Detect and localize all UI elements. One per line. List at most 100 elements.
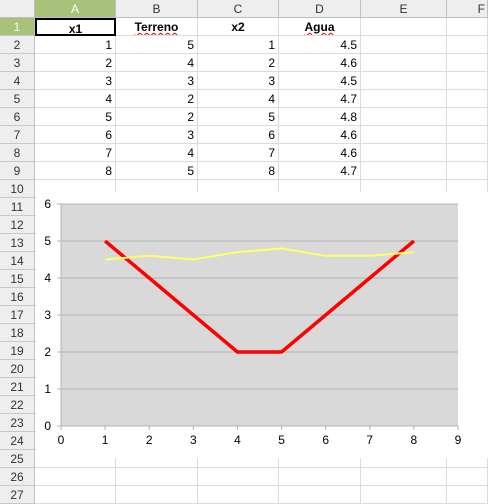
empty-cell[interactable] xyxy=(361,126,447,144)
table-cell[interactable]: 4.5 xyxy=(279,36,361,54)
empty-cell[interactable] xyxy=(447,162,488,180)
column-header-e[interactable]: E xyxy=(361,0,447,18)
empty-cell[interactable] xyxy=(447,54,488,72)
table-cell[interactable]: 8 xyxy=(35,162,116,180)
empty-cell[interactable] xyxy=(116,450,198,468)
empty-cell[interactable] xyxy=(361,54,447,72)
empty-cell[interactable] xyxy=(361,108,447,126)
row-header[interactable]: 18 xyxy=(0,324,35,342)
cell-b1[interactable]: Terreno xyxy=(116,18,198,36)
table-cell[interactable]: 2 xyxy=(116,90,198,108)
column-header-b[interactable]: B xyxy=(116,0,198,18)
empty-cell[interactable] xyxy=(447,486,488,504)
row-header[interactable]: 19 xyxy=(0,342,35,360)
table-cell[interactable]: 5 xyxy=(116,36,198,54)
row-header[interactable]: 9 xyxy=(0,162,35,180)
row-header[interactable]: 4 xyxy=(0,72,35,90)
table-cell[interactable]: 1 xyxy=(35,36,116,54)
row-header[interactable]: 24 xyxy=(0,432,35,450)
cell-d1[interactable]: Agua xyxy=(279,18,361,36)
row-header[interactable]: 5 xyxy=(0,90,35,108)
empty-cell[interactable] xyxy=(447,126,488,144)
row-header[interactable]: 7 xyxy=(0,126,35,144)
empty-cell[interactable] xyxy=(279,486,361,504)
row-header[interactable]: 3 xyxy=(0,54,35,72)
table-cell[interactable]: 4.6 xyxy=(279,144,361,162)
table-cell[interactable]: 3 xyxy=(198,72,279,90)
empty-cell[interactable] xyxy=(116,468,198,486)
cell-c1[interactable]: x2 xyxy=(198,18,279,36)
empty-cell[interactable] xyxy=(361,468,447,486)
row-header[interactable]: 16 xyxy=(0,288,35,306)
row-header[interactable]: 1 xyxy=(0,18,35,36)
empty-cell[interactable] xyxy=(35,450,116,468)
empty-cell[interactable] xyxy=(361,18,447,36)
row-header[interactable]: 12 xyxy=(0,216,35,234)
table-cell[interactable]: 5 xyxy=(35,108,116,126)
row-header[interactable]: 22 xyxy=(0,396,35,414)
row-header[interactable]: 21 xyxy=(0,378,35,396)
empty-cell[interactable] xyxy=(279,468,361,486)
row-header[interactable]: 10 xyxy=(0,180,35,198)
empty-cell[interactable] xyxy=(361,162,447,180)
table-cell[interactable]: 4.6 xyxy=(279,126,361,144)
table-cell[interactable]: 4.7 xyxy=(279,90,361,108)
empty-cell[interactable] xyxy=(35,486,116,504)
column-header-d[interactable]: D xyxy=(279,0,361,18)
table-cell[interactable]: 4.6 xyxy=(279,54,361,72)
row-header[interactable]: 26 xyxy=(0,468,35,486)
empty-cell[interactable] xyxy=(361,450,447,468)
empty-cell[interactable] xyxy=(447,468,488,486)
table-cell[interactable]: 5 xyxy=(116,162,198,180)
cell-a1[interactable]: x1 xyxy=(35,18,116,36)
row-header[interactable]: 6 xyxy=(0,108,35,126)
column-header-a[interactable]: A xyxy=(35,0,116,18)
empty-cell[interactable] xyxy=(116,486,198,504)
table-cell[interactable]: 4.8 xyxy=(279,108,361,126)
row-header[interactable]: 17 xyxy=(0,306,35,324)
column-header-c[interactable]: C xyxy=(198,0,279,18)
table-cell[interactable]: 2 xyxy=(116,108,198,126)
row-header[interactable]: 27 xyxy=(0,486,35,504)
table-cell[interactable]: 6 xyxy=(35,126,116,144)
empty-cell[interactable] xyxy=(198,486,279,504)
select-all-corner[interactable] xyxy=(0,0,35,18)
table-cell[interactable]: 3 xyxy=(35,72,116,90)
empty-cell[interactable] xyxy=(447,72,488,90)
empty-cell[interactable] xyxy=(361,36,447,54)
table-cell[interactable]: 4.5 xyxy=(279,72,361,90)
empty-cell[interactable] xyxy=(279,450,361,468)
table-cell[interactable]: 3 xyxy=(116,72,198,90)
table-cell[interactable]: 2 xyxy=(198,54,279,72)
table-cell[interactable]: 3 xyxy=(116,126,198,144)
table-cell[interactable]: 7 xyxy=(198,144,279,162)
table-cell[interactable]: 5 xyxy=(198,108,279,126)
table-cell[interactable]: 6 xyxy=(198,126,279,144)
empty-cell[interactable] xyxy=(447,36,488,54)
table-cell[interactable]: 4 xyxy=(198,90,279,108)
empty-cell[interactable] xyxy=(361,72,447,90)
column-header-f[interactable]: F xyxy=(447,0,488,18)
row-header[interactable]: 13 xyxy=(0,234,35,252)
row-header[interactable]: 8 xyxy=(0,144,35,162)
table-cell[interactable]: 4 xyxy=(116,54,198,72)
empty-cell[interactable] xyxy=(447,90,488,108)
table-cell[interactable]: 2 xyxy=(35,54,116,72)
table-cell[interactable]: 4 xyxy=(116,144,198,162)
table-cell[interactable]: 4 xyxy=(35,90,116,108)
empty-cell[interactable] xyxy=(35,468,116,486)
row-header[interactable]: 11 xyxy=(0,198,35,216)
empty-cell[interactable] xyxy=(361,90,447,108)
row-header[interactable]: 2 xyxy=(0,36,35,54)
empty-cell[interactable] xyxy=(447,18,488,36)
table-cell[interactable]: 4.7 xyxy=(279,162,361,180)
row-header[interactable]: 23 xyxy=(0,414,35,432)
row-header[interactable]: 14 xyxy=(0,252,35,270)
table-cell[interactable]: 1 xyxy=(198,36,279,54)
line-chart[interactable]: 0 1 2 3 4 5 6 7 8 9 0 1 2 3 4 5 6 xyxy=(36,192,488,458)
empty-cell[interactable] xyxy=(198,450,279,468)
empty-cell[interactable] xyxy=(361,486,447,504)
row-header[interactable]: 20 xyxy=(0,360,35,378)
empty-cell[interactable] xyxy=(447,144,488,162)
row-header[interactable]: 15 xyxy=(0,270,35,288)
